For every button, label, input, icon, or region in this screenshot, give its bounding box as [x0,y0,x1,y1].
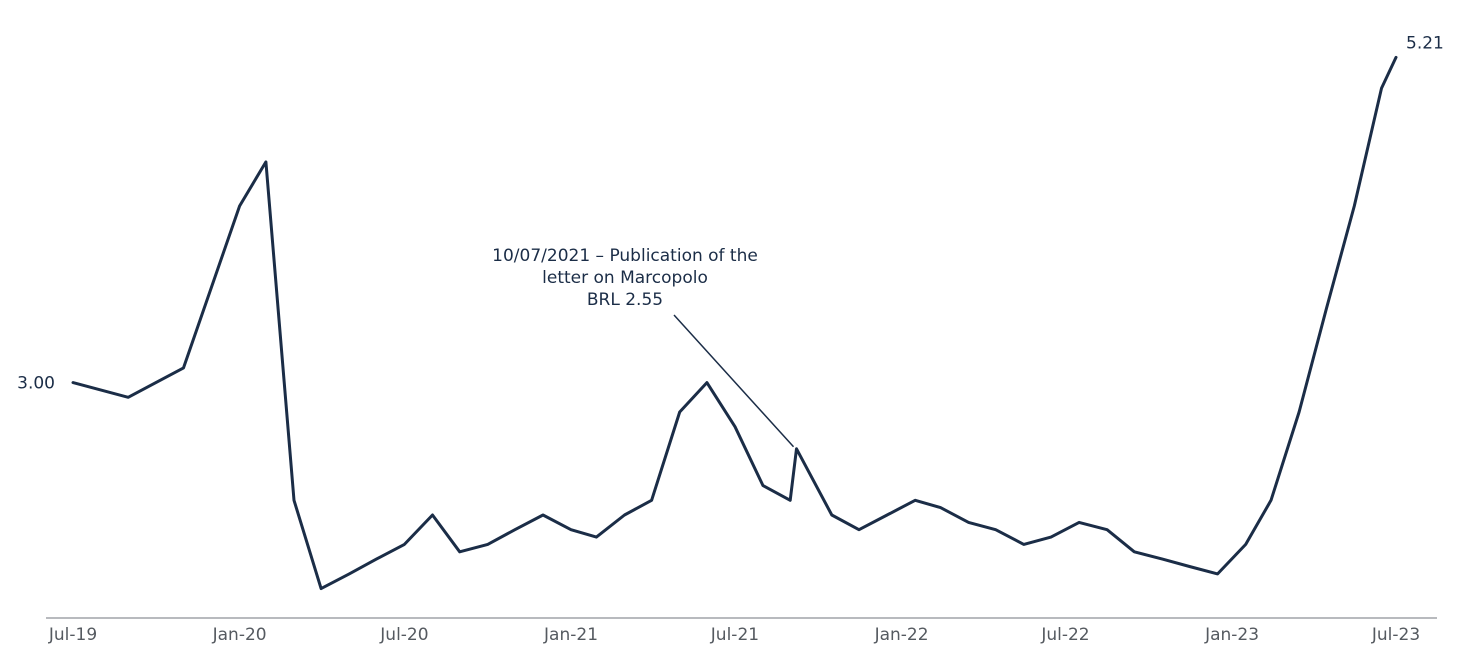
x-axis-ticks: Jul-19 Jan-20 Jul-20 Jan-21 Jul-21 Jan-22 Jul-… [48,625,1420,645]
annotation-leader-line [673,314,795,448]
x-tick-label: Jan-23 [1204,625,1259,645]
annotation-line-3: BRL 2.55 [587,290,663,310]
x-tick-label: Jan-21 [543,625,598,645]
annotation-line-2: letter on Marcopolo [542,268,708,288]
x-tick-label: Jan-20 [212,625,267,645]
annotation-line-1: 10/07/2021 – Publication of the [492,246,758,266]
end-value-label: 5.21 [1406,33,1444,53]
x-tick-label: Jul-23 [1371,625,1420,645]
series-line [71,55,1398,591]
annotation: 10/07/2021 – Publication of the letter o… [492,246,758,310]
start-value-label: 3.00 [17,374,55,394]
x-tick-label: Jul-19 [48,625,97,645]
x-tick-label: Jul-20 [379,625,428,645]
x-tick-label: Jul-21 [710,625,759,645]
x-tick-label: Jul-22 [1040,625,1089,645]
x-tick-label: Jan-22 [874,625,929,645]
